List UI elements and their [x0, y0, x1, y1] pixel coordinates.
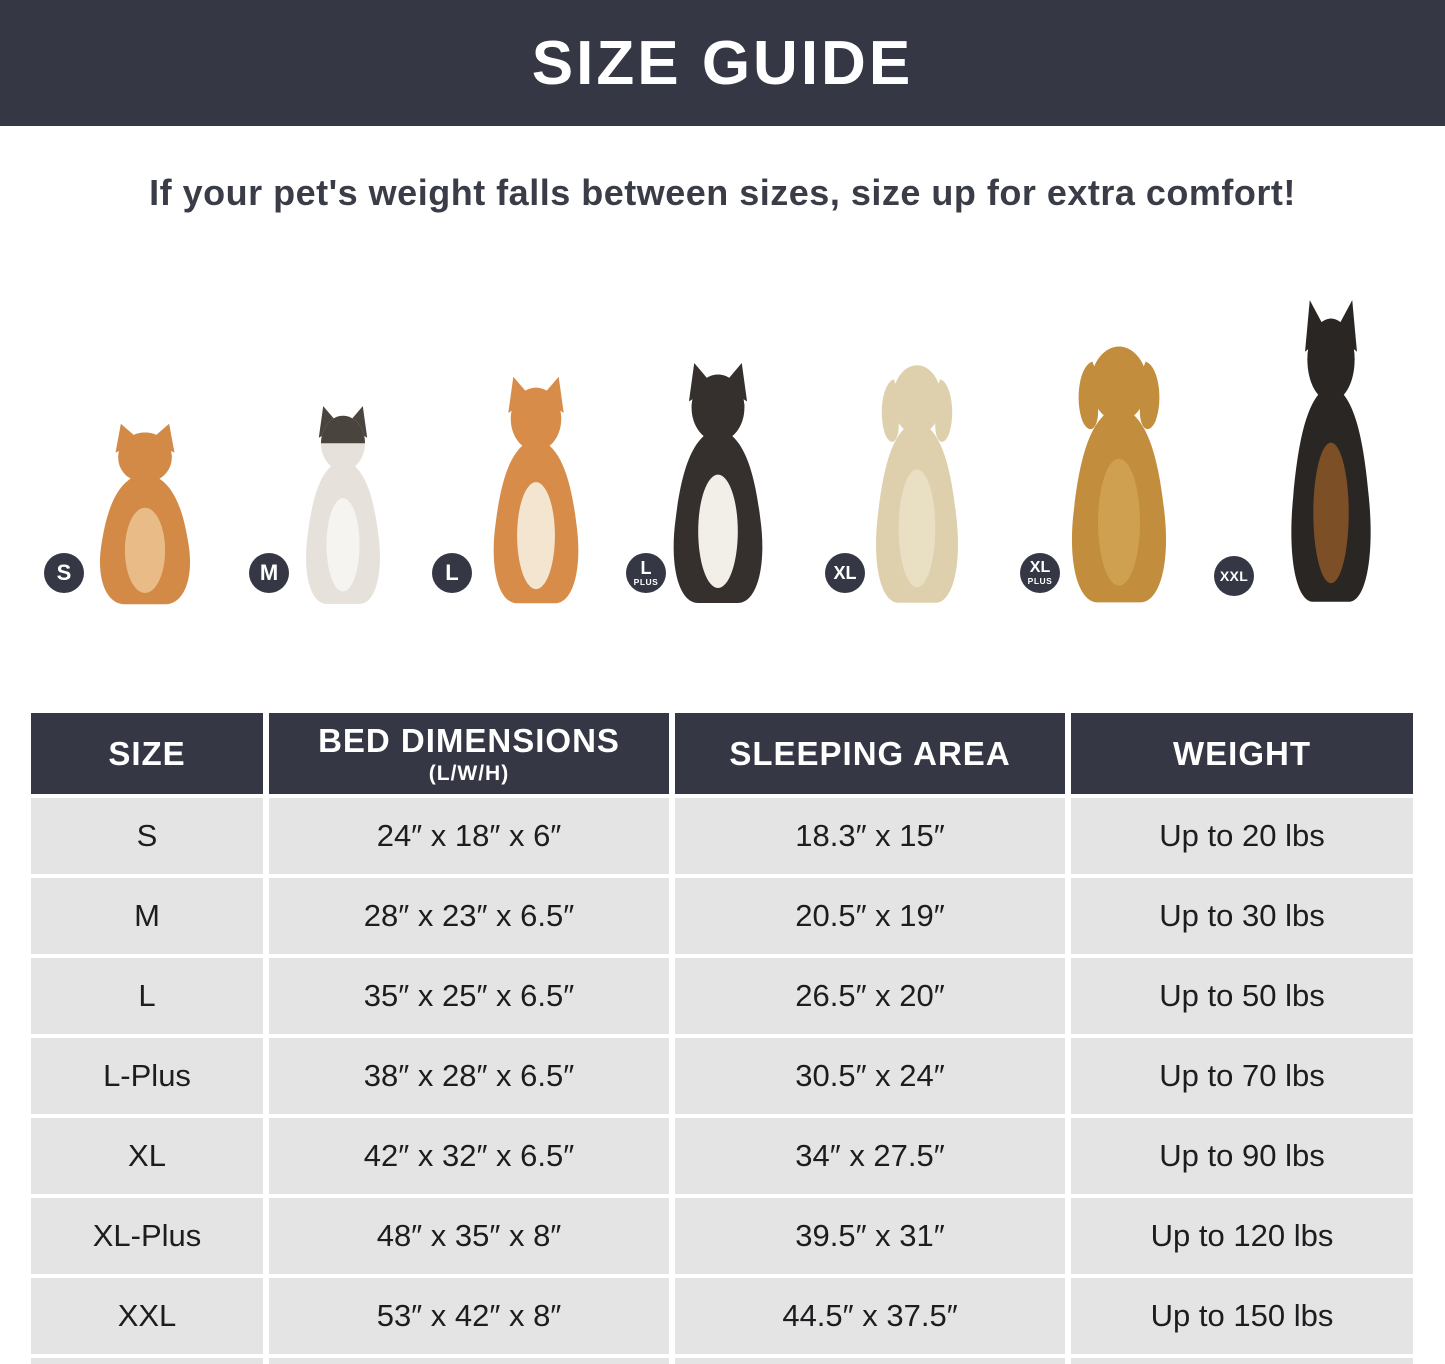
dog-head-patch [118, 432, 172, 458]
size-badge-label: L [445, 560, 459, 585]
size-badge-sublabel: PLUS [633, 577, 659, 588]
cutoff-cell [675, 1358, 1065, 1364]
size-badge-label: XL [833, 563, 857, 583]
dog-chest [326, 498, 360, 592]
cell-bed-dimensions: 42″ x 32″ x 6.5″ [269, 1118, 669, 1194]
dog-pomeranian-image [99, 423, 191, 605]
cutoff-cell [1071, 1358, 1413, 1364]
column-header-label: SIZE [108, 734, 186, 772]
page-title: SIZE GUIDE [531, 28, 914, 98]
size-badge-label: M [259, 560, 279, 585]
column-header-note: (L/W/H) [428, 761, 510, 785]
size-badge-sublabel: PLUS [1027, 576, 1053, 587]
cell-sleeping-area: 39.5″ x 31″ [675, 1198, 1065, 1274]
size-badge-label: S [56, 560, 72, 585]
column-header-label: BED DIMENSIONS [318, 721, 620, 759]
dog-chest [698, 474, 738, 588]
dog-head-patch [510, 387, 562, 420]
dog-head-patch [892, 365, 942, 400]
column-header-sleeping-area: SLEEPING AREA [675, 713, 1065, 794]
cell-bed-dimensions: 53″ x 42″ x 8″ [269, 1278, 669, 1354]
dog-chest [1313, 442, 1349, 584]
dog-golden-retriever-image [1071, 346, 1167, 603]
cell-bed-dimensions: 38″ x 28″ x 6.5″ [269, 1038, 669, 1114]
column-header-weight: WEIGHT [1071, 713, 1413, 794]
cell-bed-dimensions: 28″ x 23″ x 6.5″ [269, 878, 669, 954]
size-badge-xxl: XXL [1214, 556, 1254, 596]
cell-weight: Up to 120 lbs [1071, 1198, 1413, 1274]
dog-chest [124, 507, 166, 593]
dog-chest [1098, 458, 1140, 586]
dog-labrador-image [876, 365, 958, 603]
cell-weight: Up to 50 lbs [1071, 958, 1413, 1034]
dog-french-bulldog-image [306, 406, 380, 604]
cell-weight: Up to 20 lbs [1071, 798, 1413, 874]
subtitle: If your pet's weight falls between sizes… [149, 172, 1296, 213]
dog-chest [898, 469, 936, 588]
cell-weight: Up to 90 lbs [1071, 1118, 1413, 1194]
size-badge-m: M [249, 553, 289, 593]
cell-size: XL-Plus [31, 1198, 263, 1274]
size-badge-xl: XL [825, 553, 865, 593]
column-header-size: SIZE [31, 713, 263, 794]
column-header-bed-dimensions: BED DIMENSIONS (L/W/H) [269, 713, 669, 794]
size-badge-l: L [432, 553, 472, 593]
cell-sleeping-area: 20.5″ x 19″ [675, 878, 1065, 954]
size-table: SIZE BED DIMENSIONS (L/W/H) SLEEPING ARE… [31, 713, 1413, 1354]
dog-chest [517, 482, 555, 590]
cutoff-cell [31, 1358, 263, 1364]
cell-size: S [31, 798, 263, 874]
dog-head-patch [691, 374, 745, 408]
cell-size: L-Plus [31, 1038, 263, 1114]
header-bar: SIZE GUIDE [0, 0, 1445, 126]
dog-head-patch [1091, 346, 1147, 384]
cutoff-cell [269, 1358, 669, 1364]
cell-sleeping-area: 30.5″ x 24″ [675, 1038, 1065, 1114]
cell-weight: Up to 70 lbs [1071, 1038, 1413, 1114]
column-header-label: WEIGHT [1173, 734, 1311, 772]
cell-sleeping-area: 26.5″ x 20″ [675, 958, 1065, 1034]
cell-size: XL [31, 1118, 263, 1194]
cell-sleeping-area: 18.3″ x 15″ [675, 798, 1065, 874]
cell-weight: Up to 150 lbs [1071, 1278, 1413, 1354]
cell-weight: Up to 30 lbs [1071, 878, 1413, 954]
cell-sleeping-area: 34″ x 27.5″ [675, 1118, 1065, 1194]
cell-bed-dimensions: 35″ x 25″ x 6.5″ [269, 958, 669, 1034]
cell-size: M [31, 878, 263, 954]
dog-border-collie-image [673, 363, 763, 603]
cell-size: L [31, 958, 263, 1034]
size-badge-xl-plus: XL PLUS [1020, 553, 1060, 593]
size-badge-label: XL [1029, 559, 1051, 577]
cell-bed-dimensions: 48″ x 35″ x 8″ [269, 1198, 669, 1274]
dog-shiba-inu-image [493, 376, 579, 604]
dog-doberman-image [1291, 300, 1371, 602]
size-badge-label: L [640, 558, 652, 579]
dog-head-patch [321, 415, 365, 444]
size-badge-label: XXL [1219, 568, 1249, 584]
size-badge-s: S [44, 553, 84, 593]
dog-head-patch [1307, 318, 1355, 360]
table-cutoff-row [31, 1358, 1413, 1364]
column-header-label: SLEEPING AREA [729, 734, 1011, 772]
cell-sleeping-area: 44.5″ x 37.5″ [675, 1278, 1065, 1354]
size-badge-l-plus: L PLUS [626, 553, 666, 593]
cell-bed-dimensions: 24″ x 18″ x 6″ [269, 798, 669, 874]
cell-size: XXL [31, 1278, 263, 1354]
